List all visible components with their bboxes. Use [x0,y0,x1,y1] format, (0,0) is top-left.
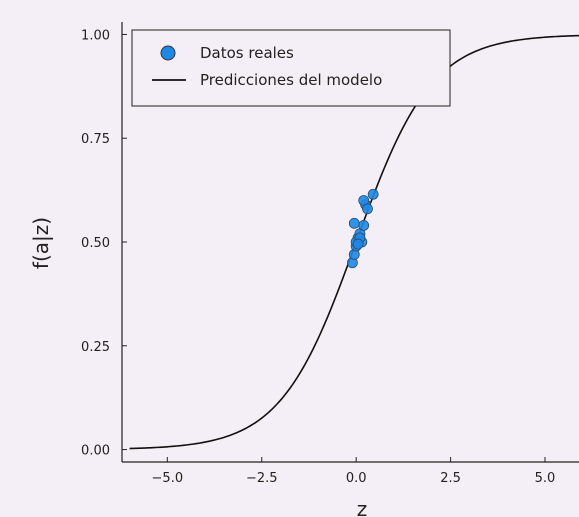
series-scatter-datos-reales [346,188,379,269]
y-tick-label: 0.00 [81,444,110,459]
data-point [367,188,379,200]
legend-label-datos-reales: Datos reales [200,44,294,62]
data-point [358,219,370,231]
legend-box [131,29,451,107]
x-tick-label: 2.5 [440,471,461,486]
y-axis-label: f(a|z) [29,217,53,269]
y-tick-label: 1.00 [81,28,110,43]
x-tick-label: 0.0 [346,471,367,486]
x-tick-label: −5.0 [152,471,184,486]
data-point [352,238,364,250]
x-tick-label: −2.5 [246,471,278,486]
data-point [348,217,360,229]
y-ticks: 0.00 0.25 0.50 0.75 1.00 [81,28,127,459]
legend-marker-datos-reales [160,45,176,61]
y-tick-label: 0.50 [81,236,110,251]
x-ticks: −5.0 −2.5 0.0 2.5 5.0 [152,457,556,486]
x-tick-label: 5.0 [535,471,556,486]
data-point [362,203,373,215]
plot-area [129,34,579,450]
axes: −5.0 −2.5 0.0 2.5 5.0 0.00 0.25 0.50 0.75 1.00 [81,22,579,486]
y-tick-label: 0.25 [81,340,110,355]
legend-label-predicciones: Predicciones del modelo [200,71,382,89]
legend: Datos reales Predicciones del modelo [131,29,451,107]
x-axis-label: z [357,497,368,517]
y-tick-label: 0.75 [81,132,110,147]
